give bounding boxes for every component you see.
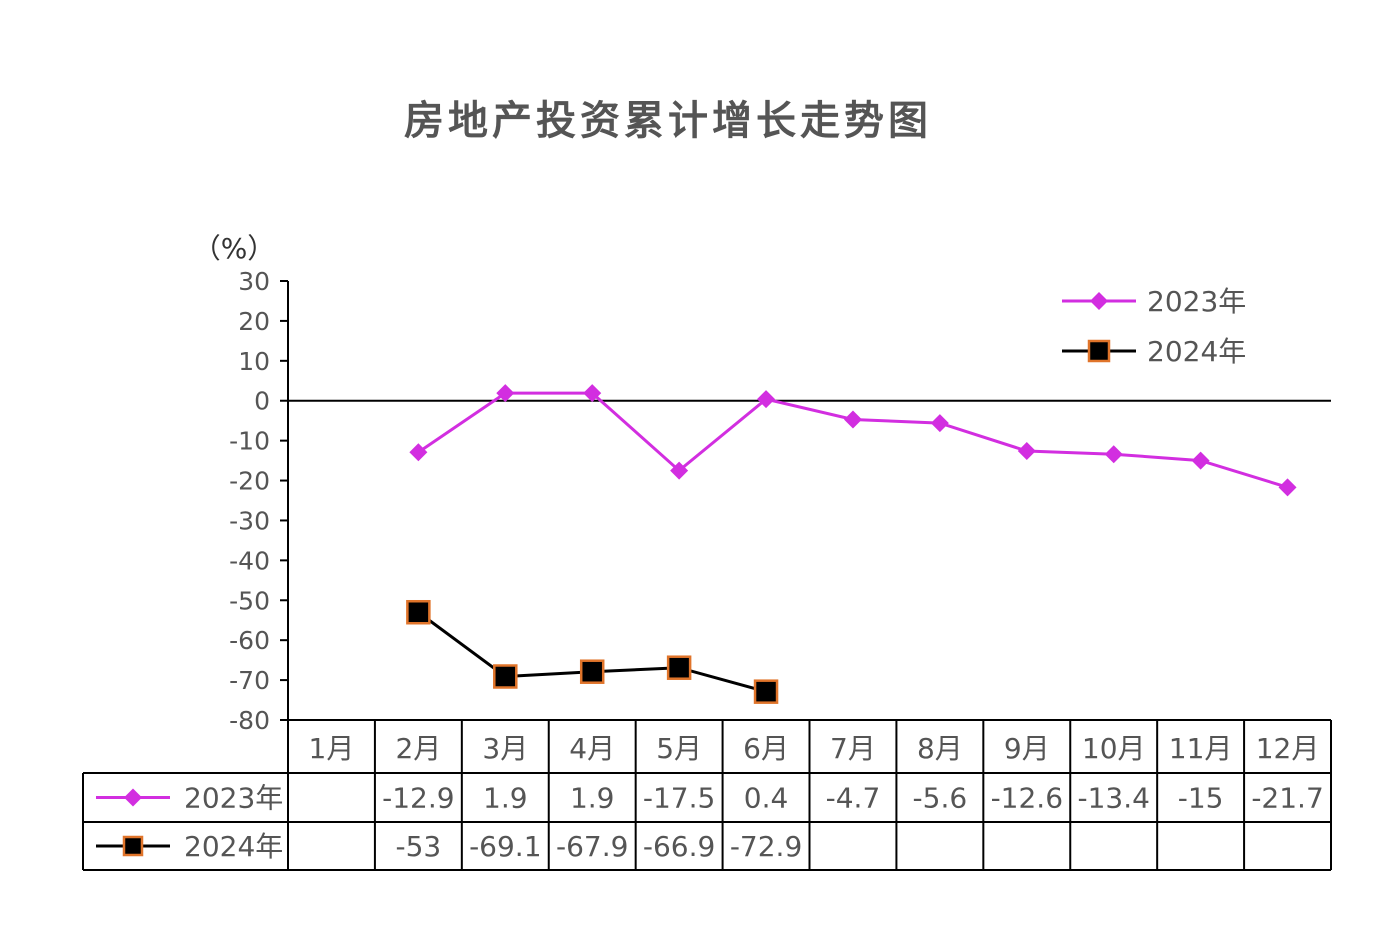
data-point [496,384,515,403]
legend: 2023年 2024年 [1062,285,1246,368]
data-point [583,384,602,403]
data-point [409,443,428,462]
y-tick-label: -80 [229,706,270,735]
y-tick-label: 30 [238,267,270,296]
y-tick-label: -20 [229,467,270,496]
y-axis-unit-label: （%） [193,232,276,265]
x-category-label: 4月 [569,732,615,765]
x-category-label: 6月 [743,732,789,765]
legend-marker [1090,292,1108,310]
x-category-label: 11月 [1169,732,1233,765]
data-point [579,659,605,684]
table-series-name: 2024年 [184,830,283,863]
table-series-name: 2023年 [184,782,283,815]
data-point [666,655,692,680]
data-point [1278,478,1297,497]
x-category-label: 10月 [1082,732,1146,765]
y-tick-label: -60 [229,626,270,655]
y-tick-label: 20 [238,307,270,336]
legend-label: 2024年 [1147,335,1246,368]
table-cell-value: -72.9 [730,830,802,863]
series-layer [406,384,1297,704]
table-cell-value: -12.6 [991,782,1063,815]
data-point [757,390,776,409]
x-category-label: 7月 [830,732,876,765]
table-cell-value: -66.9 [643,830,715,863]
table-cell-value: -15 [1178,782,1224,815]
series-line-2023年 [417,391,1288,489]
y-tick-label: -40 [229,546,270,575]
table-series-marker [124,788,142,807]
data-point [493,664,518,689]
data-point [1104,445,1123,464]
y-tick-label: -10 [229,427,270,456]
y-tick-label: -50 [229,586,270,615]
data-point [406,599,431,625]
x-category-label: 8月 [917,732,963,765]
data-point [843,410,862,429]
table-cell-value: -67.9 [556,830,628,863]
table-cell-value: -5.6 [913,782,968,815]
table-cell-value: 1.9 [483,782,528,815]
x-category-label: 2月 [395,732,441,765]
x-category-label: 3月 [482,732,528,765]
data-point [753,679,779,704]
table-cell-value: 0.4 [744,782,789,815]
chart-title: 房地产投资累计增长走势图 [404,98,932,144]
data-table: 1月 2月 3月 4月 5月 6月 7月 8月 9月 10月 11月 12月 2023年 -12.9 1.9… [82,719,1332,871]
legend-marker [1087,339,1111,363]
table-cell-value: -17.5 [643,782,715,815]
table-cell-value: -69.1 [469,830,541,863]
legend-label: 2023年 [1147,285,1246,318]
data-point [670,461,689,480]
y-tick-label: 10 [238,347,270,376]
x-category-label: 5月 [656,732,702,765]
axes: 30 20 10 0 -10 -20 -30 -40 -50 -60 -70 -80 [229,267,1331,735]
table-cell-value: -53 [396,830,442,863]
y-tick-label: 0 [254,387,270,416]
data-point [1017,442,1036,461]
table-cell-value: 1.9 [570,782,615,815]
table-series-marker [122,835,144,857]
data-point [1191,451,1210,470]
table-cell-value: -4.7 [826,782,881,815]
table-cell-value: -21.7 [1251,782,1323,815]
x-category-label: 9月 [1004,732,1050,765]
table-cell-value: -13.4 [1077,782,1149,815]
y-tick-label: -70 [229,666,270,695]
x-category-label: 12月 [1256,732,1320,765]
x-category-label: 1月 [309,732,355,765]
table-cell-value: -12.9 [382,782,454,815]
data-point [930,414,949,433]
y-tick-label: -30 [229,506,270,535]
